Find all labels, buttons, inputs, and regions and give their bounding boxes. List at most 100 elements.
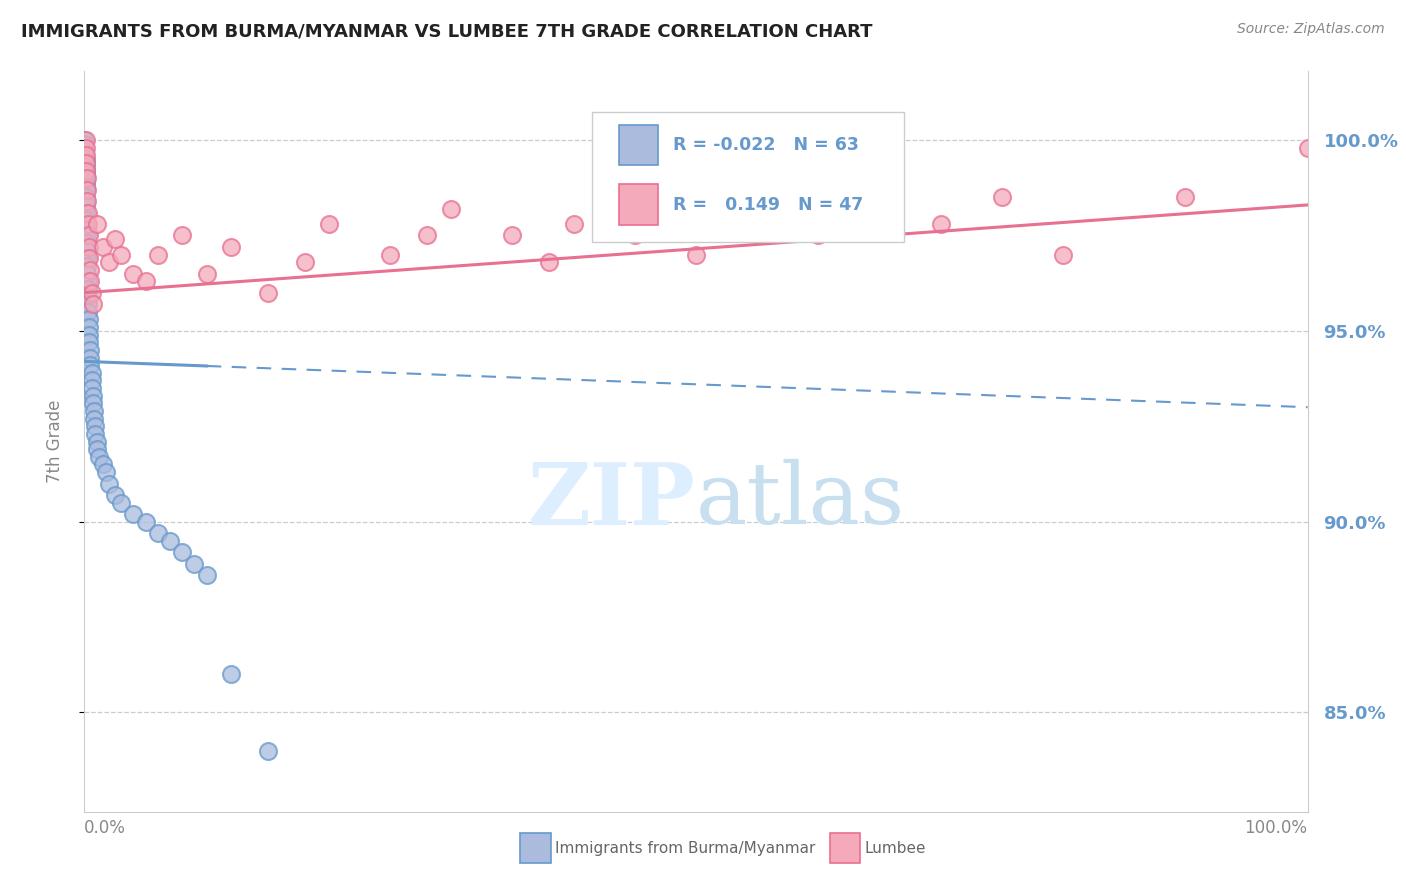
Point	[219, 240, 242, 254]
Point	[75, 141, 97, 155]
Point	[86, 434, 108, 449]
Point	[80, 285, 103, 300]
Text: Immigrants from Burma/Myanmar: Immigrants from Burma/Myanmar	[555, 841, 815, 855]
Point	[77, 335, 100, 350]
Point	[77, 327, 100, 342]
Point	[77, 252, 100, 266]
Point	[73, 145, 96, 159]
Point	[135, 274, 157, 288]
Point	[75, 168, 97, 182]
Point	[1296, 141, 1319, 155]
Point	[257, 744, 280, 758]
Point	[416, 228, 439, 243]
Point	[80, 374, 103, 388]
Point	[624, 228, 647, 243]
Point	[1174, 190, 1197, 204]
Point	[75, 133, 97, 147]
Point	[195, 267, 218, 281]
Point	[82, 297, 104, 311]
Point	[75, 175, 97, 189]
Point	[83, 411, 105, 425]
Point	[76, 228, 98, 243]
Point	[294, 255, 316, 269]
Point	[80, 381, 103, 395]
Point	[75, 163, 97, 178]
Point	[77, 274, 100, 288]
Point	[75, 205, 97, 219]
Text: ZIP: ZIP	[529, 458, 696, 542]
Point	[77, 289, 100, 303]
Point	[104, 488, 127, 502]
Point	[76, 259, 98, 273]
Point	[77, 297, 100, 311]
Point	[747, 217, 769, 231]
Point	[440, 202, 463, 216]
Point	[172, 545, 194, 559]
Point	[195, 568, 218, 582]
Point	[75, 152, 97, 166]
Point	[929, 217, 952, 231]
Point	[538, 255, 561, 269]
Point	[257, 285, 280, 300]
Text: R =   0.149   N = 47: R = 0.149 N = 47	[672, 195, 863, 214]
Point	[159, 533, 181, 548]
Point	[82, 396, 104, 410]
Point	[76, 171, 98, 186]
Point	[82, 389, 104, 403]
Point	[79, 274, 101, 288]
Point	[79, 351, 101, 365]
FancyBboxPatch shape	[592, 112, 904, 242]
Point	[75, 160, 97, 174]
Point	[991, 190, 1014, 204]
Point	[75, 183, 97, 197]
Point	[83, 404, 105, 418]
Point	[77, 282, 100, 296]
Text: R = -0.022   N = 63: R = -0.022 N = 63	[672, 136, 859, 154]
FancyBboxPatch shape	[619, 125, 658, 165]
Point	[87, 450, 110, 464]
Point	[76, 183, 98, 197]
Point	[77, 312, 100, 326]
Point	[77, 240, 100, 254]
Point	[122, 267, 145, 281]
Text: IMMIGRANTS FROM BURMA/MYANMAR VS LUMBEE 7TH GRADE CORRELATION CHART: IMMIGRANTS FROM BURMA/MYANMAR VS LUMBEE …	[21, 22, 873, 40]
Point	[80, 366, 103, 380]
FancyBboxPatch shape	[619, 185, 658, 225]
Point	[110, 495, 132, 509]
Point	[91, 240, 114, 254]
Text: 0.0%: 0.0%	[84, 819, 127, 837]
Point	[73, 148, 96, 162]
Point	[97, 476, 120, 491]
Text: Lumbee: Lumbee	[865, 841, 927, 855]
Point	[172, 228, 194, 243]
Point	[183, 557, 205, 571]
Point	[96, 465, 118, 479]
Point	[685, 247, 707, 261]
Point	[84, 419, 107, 434]
Point	[122, 507, 145, 521]
Point	[76, 252, 98, 266]
Point	[76, 244, 98, 258]
Point	[97, 255, 120, 269]
Point	[807, 228, 830, 243]
Text: atlas: atlas	[696, 459, 905, 542]
Point	[73, 141, 96, 155]
Point	[146, 247, 169, 261]
Point	[84, 426, 107, 441]
Point	[73, 133, 96, 147]
Point	[75, 156, 97, 170]
Point	[380, 247, 402, 261]
Point	[75, 198, 97, 212]
Point	[318, 217, 340, 231]
Point	[86, 442, 108, 457]
Point	[73, 136, 96, 151]
Point	[77, 228, 100, 243]
Point	[110, 247, 132, 261]
Point	[76, 267, 98, 281]
Point	[76, 194, 98, 208]
Text: 100.0%: 100.0%	[1244, 819, 1308, 837]
Y-axis label: 7th Grade: 7th Grade	[45, 400, 63, 483]
Point	[75, 171, 97, 186]
Point	[869, 210, 891, 224]
Text: Source: ZipAtlas.com: Source: ZipAtlas.com	[1237, 22, 1385, 37]
